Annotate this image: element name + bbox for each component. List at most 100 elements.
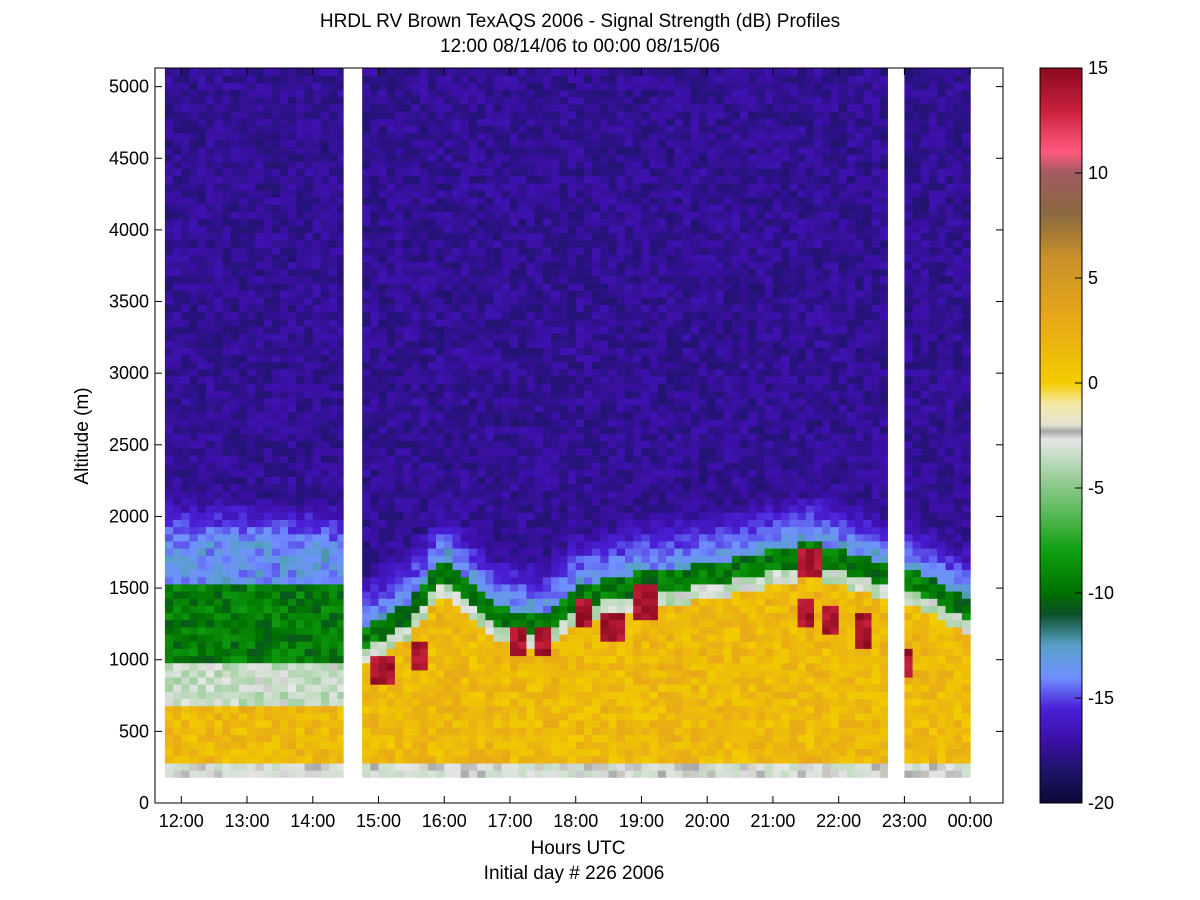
heatmap-cell — [312, 239, 322, 248]
heatmap-cell — [337, 741, 347, 750]
heatmap-cell — [477, 512, 486, 520]
heatmap-cell — [247, 727, 256, 735]
heatmap-cell — [238, 275, 248, 284]
heatmap-cell — [526, 254, 536, 263]
heatmap-cell — [567, 440, 577, 449]
heatmap-cell — [583, 633, 593, 642]
heatmap-cell — [394, 204, 404, 212]
heatmap-cell — [468, 583, 478, 592]
heatmap-cell — [592, 641, 601, 649]
heatmap-cell — [427, 519, 437, 528]
heatmap-cell — [205, 154, 215, 162]
heatmap-cell — [510, 519, 519, 528]
heatmap-cell — [510, 103, 519, 112]
heatmap-cell — [411, 75, 421, 83]
heatmap-cell — [444, 325, 453, 334]
heatmap-cell — [197, 727, 207, 735]
heatmap-cell — [222, 454, 232, 463]
heatmap-cell — [288, 411, 297, 420]
heatmap-cell — [559, 583, 569, 592]
heatmap-cell — [436, 118, 445, 126]
heatmap-cell — [222, 762, 232, 771]
heatmap-cell — [477, 211, 486, 220]
heatmap-cell — [279, 132, 289, 141]
heatmap-cell — [559, 755, 569, 764]
heatmap-cell — [329, 275, 338, 284]
heatmap-cell — [386, 239, 396, 248]
heatmap-cell — [468, 111, 478, 119]
heatmap-cell — [583, 562, 593, 571]
heatmap-cell — [321, 268, 330, 277]
heatmap-cell — [255, 168, 264, 177]
heatmap-cell — [321, 397, 330, 406]
heatmap-cell — [255, 268, 264, 277]
heatmap-cell — [337, 469, 347, 477]
heatmap-cell — [501, 633, 511, 642]
heatmap-cell — [477, 204, 486, 212]
heatmap-cell — [518, 390, 527, 399]
heatmap-cell — [304, 440, 314, 449]
heatmap-cell — [436, 762, 445, 771]
heatmap-cell — [427, 562, 437, 571]
heatmap-cell — [370, 182, 380, 191]
heatmap-cell — [583, 497, 593, 506]
heatmap-cell — [427, 762, 437, 771]
heatmap-cell — [411, 304, 421, 313]
heatmap-cell — [592, 562, 601, 571]
heatmap-cell — [452, 82, 462, 91]
heatmap-cell — [386, 655, 396, 664]
heatmap-cell — [510, 82, 519, 91]
heatmap-cell — [329, 383, 338, 391]
heatmap-cell — [460, 555, 470, 563]
heatmap-cell — [296, 548, 306, 556]
heatmap-cell — [337, 684, 347, 692]
heatmap-cell — [518, 111, 527, 119]
heatmap-cell — [427, 619, 437, 628]
heatmap-cell — [427, 189, 437, 198]
heatmap-cell — [255, 311, 264, 320]
heatmap-cell — [542, 669, 552, 678]
heatmap-cell — [583, 712, 593, 721]
heatmap-cell — [510, 261, 519, 270]
heatmap-cell — [181, 182, 191, 191]
heatmap-cell — [197, 562, 207, 571]
heatmap-cell — [485, 648, 495, 657]
heatmap-cell — [501, 75, 511, 83]
heatmap-cell — [296, 619, 306, 628]
heatmap-cell — [164, 146, 174, 155]
heatmap-cell — [567, 68, 577, 76]
heatmap-cell — [362, 325, 371, 334]
heatmap-cell — [230, 727, 240, 735]
heatmap-cell — [189, 161, 199, 169]
heatmap-cell — [526, 512, 536, 520]
heatmap-cell — [394, 440, 404, 449]
heatmap-cell — [238, 533, 248, 542]
heatmap-cell — [394, 505, 404, 513]
heatmap-cell — [460, 211, 470, 220]
heatmap-cell — [189, 433, 199, 442]
heatmap-cell — [189, 275, 199, 284]
heatmap-cell — [386, 383, 396, 391]
heatmap-cell — [477, 182, 486, 191]
heatmap-cell — [312, 254, 322, 263]
heatmap-cell — [337, 204, 347, 212]
heatmap-cell — [164, 397, 174, 406]
heatmap-cell — [329, 247, 338, 255]
heatmap-cell — [164, 361, 174, 370]
heatmap-cell — [255, 218, 264, 227]
heatmap-cell — [222, 211, 232, 220]
heatmap-cell — [247, 519, 256, 528]
heatmap-cell — [222, 505, 232, 513]
heatmap-cell — [238, 605, 248, 614]
heatmap-cell — [551, 727, 560, 735]
heatmap-cell — [419, 727, 429, 735]
heatmap-cell — [263, 734, 273, 742]
heatmap-cell — [247, 598, 256, 606]
heatmap-cell — [510, 734, 519, 742]
heatmap-cell — [378, 333, 388, 341]
heatmap-cell — [222, 755, 232, 764]
heatmap-cell — [205, 397, 215, 406]
heatmap-cell — [164, 641, 174, 649]
heatmap-cell — [559, 168, 569, 177]
heatmap-cell — [394, 333, 404, 341]
